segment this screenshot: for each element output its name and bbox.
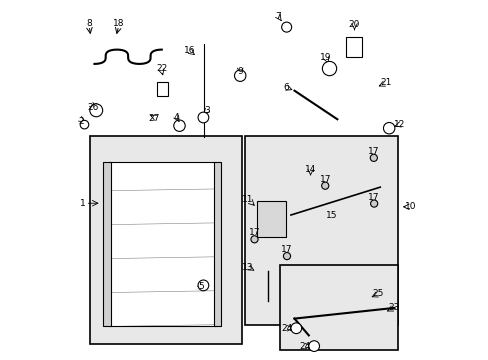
Circle shape: [281, 22, 291, 32]
Text: 12: 12: [393, 120, 405, 129]
Circle shape: [283, 252, 290, 260]
Text: 17: 17: [319, 175, 330, 184]
Circle shape: [250, 236, 258, 243]
Circle shape: [290, 323, 301, 334]
Text: 8: 8: [86, 19, 92, 28]
Text: 27: 27: [148, 114, 160, 123]
Text: 17: 17: [248, 228, 260, 237]
Bar: [157, 82, 167, 96]
Text: 16: 16: [184, 46, 196, 55]
Text: 2: 2: [78, 117, 83, 126]
Text: 17: 17: [281, 245, 292, 254]
Text: 17: 17: [367, 147, 379, 156]
Circle shape: [369, 154, 377, 161]
Bar: [90, 136, 242, 344]
Text: 3: 3: [203, 106, 209, 115]
Text: 18: 18: [113, 19, 124, 28]
Text: 13: 13: [242, 263, 253, 272]
Bar: [214, 162, 221, 327]
Text: 1: 1: [80, 199, 86, 208]
Circle shape: [370, 200, 377, 207]
Text: 24: 24: [298, 342, 309, 351]
Circle shape: [308, 341, 319, 351]
Circle shape: [198, 280, 208, 291]
Text: 19: 19: [320, 53, 331, 62]
Text: 25: 25: [372, 289, 384, 298]
Text: 9: 9: [237, 67, 243, 76]
Bar: [346, 37, 362, 57]
Circle shape: [80, 120, 88, 129]
Text: 11: 11: [242, 195, 253, 204]
Text: 7: 7: [275, 12, 281, 21]
Text: 21: 21: [379, 78, 390, 87]
Text: 17: 17: [367, 193, 379, 202]
Circle shape: [321, 182, 328, 189]
Circle shape: [322, 62, 336, 76]
Bar: [108, 162, 216, 327]
Circle shape: [90, 104, 102, 117]
Text: 10: 10: [404, 202, 415, 211]
Circle shape: [383, 122, 394, 134]
Text: 22: 22: [156, 64, 167, 73]
Text: 26: 26: [87, 103, 98, 112]
Bar: [257, 202, 285, 237]
Text: 24: 24: [281, 324, 292, 333]
Text: 6: 6: [283, 83, 289, 92]
Text: 14: 14: [305, 165, 316, 174]
Text: 15: 15: [325, 211, 337, 220]
Bar: [279, 265, 397, 350]
Text: 20: 20: [348, 20, 360, 29]
Bar: [103, 162, 110, 327]
Text: 5: 5: [198, 282, 203, 291]
Text: 4: 4: [173, 113, 179, 122]
Text: 23: 23: [387, 303, 399, 312]
Circle shape: [234, 70, 245, 81]
Bar: [244, 136, 397, 325]
Circle shape: [198, 112, 208, 123]
